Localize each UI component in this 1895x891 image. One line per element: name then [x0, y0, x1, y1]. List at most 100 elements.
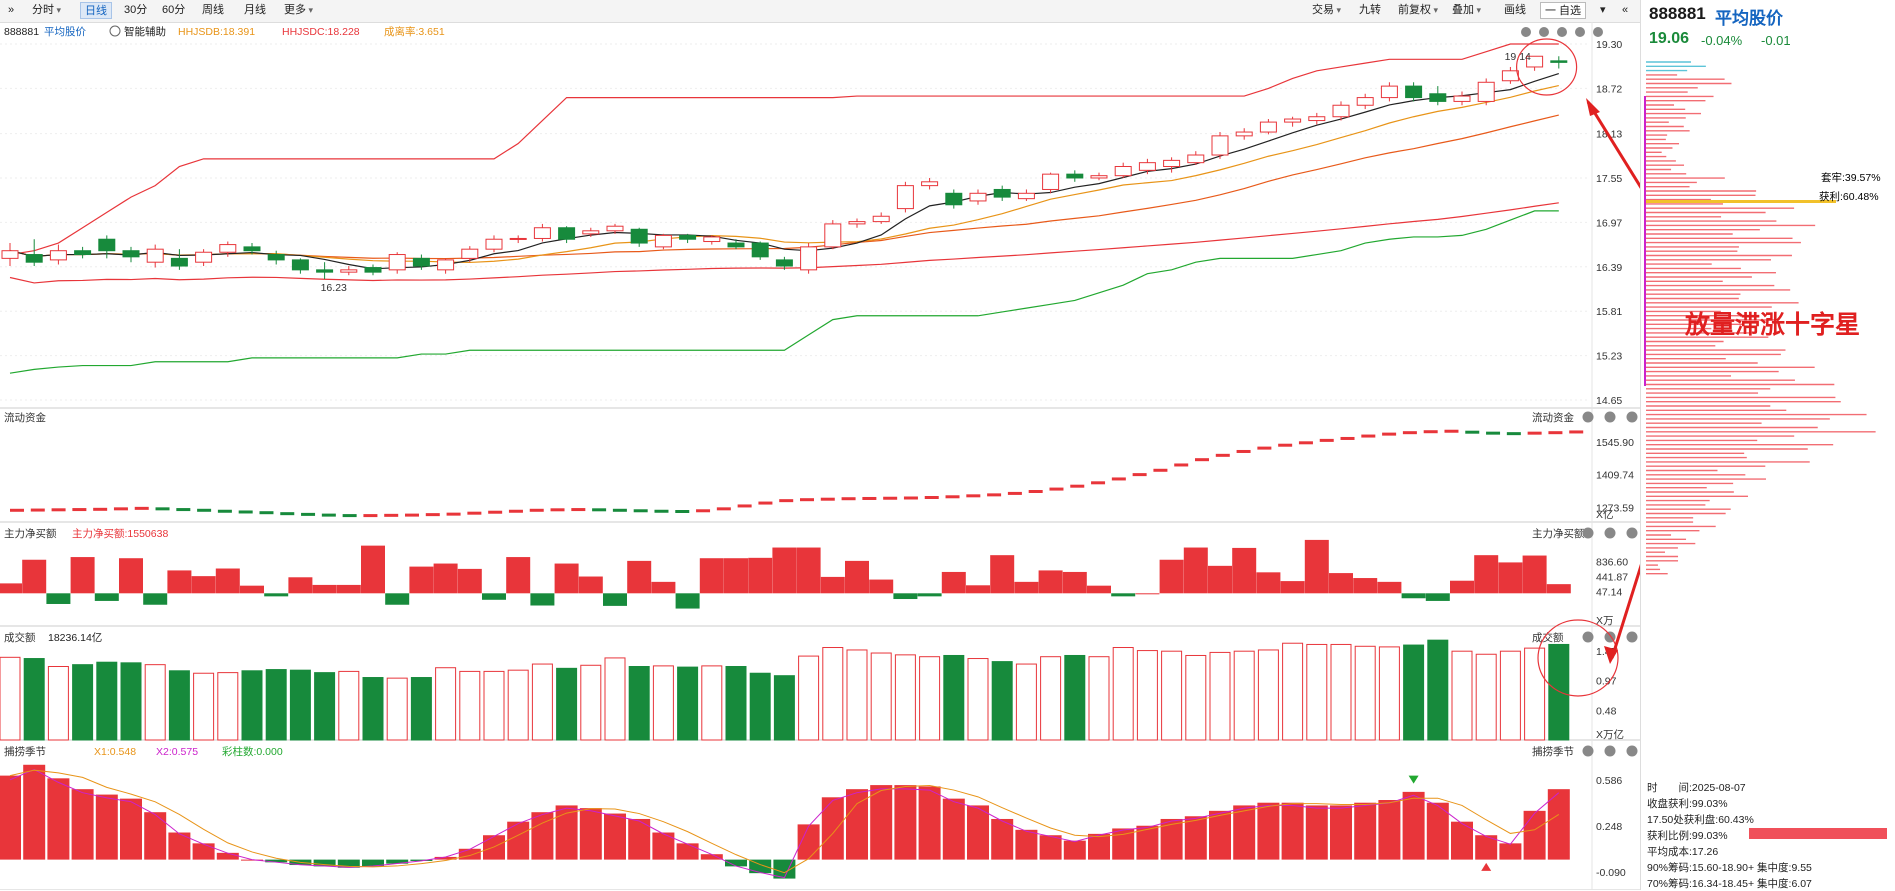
- candle-body: [945, 192, 963, 206]
- candle-body: [412, 257, 430, 267]
- candle-body: [267, 254, 285, 261]
- collapse-right-icon[interactable]: «: [1622, 4, 1629, 16]
- ma60-line: [9, 202, 1559, 284]
- period-button-6[interactable]: 更多: [280, 2, 317, 19]
- stock-name[interactable]: 平均股价: [1715, 9, 1783, 28]
- fund-y-tick: 1545.90: [1596, 437, 1634, 449]
- main-y-tick: 16.39: [1596, 262, 1622, 274]
- net-bar: [1014, 581, 1039, 594]
- season-bar: [991, 818, 1014, 860]
- volume-bar: [265, 669, 287, 741]
- candle-body: [49, 250, 67, 261]
- season-bar: [1426, 802, 1449, 860]
- volume-bar: [1185, 654, 1207, 741]
- period-button-1[interactable]: 日线: [80, 2, 112, 19]
- net-bar: [1546, 584, 1571, 594]
- candle-body: [219, 244, 237, 253]
- candle-body: [1235, 131, 1253, 137]
- watchlist-dropdown-icon[interactable]: ▾: [1600, 4, 1606, 16]
- tool-button-3[interactable]: 叠加: [1448, 2, 1485, 19]
- collapse-left-icon[interactable]: »: [8, 4, 15, 16]
- volume-bar: [967, 658, 989, 741]
- right-info-panel: 888881 平均股价 19.06 -0.04% -0.01 套牢:39.57%…: [1640, 0, 1895, 890]
- volume-bar: [846, 649, 868, 741]
- season-title-right: 捕捞季节: [1532, 745, 1574, 758]
- net-bar: [312, 584, 337, 594]
- chip-distribution: 套牢:39.57% 获利:60.48%: [1644, 61, 1881, 575]
- season-x1-label: X1:0.548: [94, 746, 136, 758]
- net-bar: [506, 557, 531, 594]
- trapped-pct-label: 套牢:39.57%: [1821, 171, 1881, 184]
- net-bar: [70, 557, 95, 594]
- candle-body: [485, 238, 503, 250]
- volume-bar: [943, 654, 965, 741]
- profit-ratio-bar: [1749, 828, 1887, 839]
- net-bar: [1280, 581, 1305, 594]
- highlight-circle-price: [1515, 38, 1578, 96]
- season-x1-line: [9, 769, 1560, 874]
- period-button-5[interactable]: 月线: [244, 4, 266, 16]
- volume-bar: [1354, 645, 1376, 741]
- main-y-tick: 19.30: [1596, 39, 1622, 51]
- season-bar: [289, 859, 312, 866]
- candle-body: [1042, 173, 1060, 190]
- candle-body: [74, 250, 92, 256]
- net-bar: [917, 593, 942, 597]
- highlight-circle-volume: [1537, 619, 1619, 697]
- period-button-0[interactable]: 分时: [28, 2, 65, 19]
- season-bar: [1354, 802, 1377, 860]
- period-button-2[interactable]: 30分: [124, 4, 148, 16]
- volume-bar: [1282, 642, 1304, 741]
- volume-bar: [1548, 643, 1570, 741]
- volume-bar: [338, 670, 360, 741]
- net-bar: [651, 581, 676, 594]
- season-bar: [967, 805, 989, 860]
- season-bar: [386, 859, 409, 864]
- candle-body: [291, 259, 309, 271]
- tool-button-4[interactable]: 画线: [1504, 4, 1526, 16]
- period-button-4[interactable]: 周线: [202, 4, 224, 16]
- season-bar: [628, 818, 651, 860]
- candle-body: [243, 246, 261, 252]
- main-y-tick: 15.81: [1596, 306, 1622, 318]
- net-help-icon: [1604, 527, 1616, 539]
- candle-body: [1187, 154, 1205, 164]
- candle-body: [679, 234, 697, 240]
- net-bar: [1401, 593, 1426, 599]
- volume-bar: [1233, 650, 1255, 741]
- net-bar: [22, 559, 47, 594]
- season-bar: [1547, 789, 1570, 860]
- net-bar: [1062, 571, 1087, 594]
- tool-button-0[interactable]: 交易: [1308, 2, 1345, 19]
- season-bar: [1378, 800, 1401, 860]
- vol-help-icon: [1604, 631, 1616, 643]
- period-button-3[interactable]: 60分: [162, 4, 186, 16]
- volume-bar: [1209, 651, 1231, 741]
- season-bar: [1209, 810, 1231, 860]
- season-x2-line: [9, 768, 1560, 879]
- season-y-tick: 0.586: [1596, 775, 1622, 787]
- volume-bar: [1136, 650, 1158, 741]
- volume-bar: [870, 652, 892, 741]
- net-bar: [845, 560, 869, 594]
- candle-body: [1163, 159, 1181, 167]
- season-bar: [362, 859, 384, 867]
- tool-button-5[interactable]: 一 自选: [1540, 2, 1587, 19]
- fund-title-right: 流动资金: [1532, 411, 1574, 424]
- season-bar: [579, 808, 602, 860]
- season-bar: [216, 852, 239, 860]
- net-bar: [409, 566, 434, 594]
- ratio-label: 成离率:3.651: [384, 25, 445, 38]
- volume-bar: [410, 677, 432, 741]
- tool-button-2[interactable]: 前复权: [1394, 2, 1442, 19]
- candle-body: [1477, 81, 1495, 102]
- net-bar: [433, 563, 458, 594]
- season-bar: [1063, 840, 1086, 860]
- candle-body: [654, 234, 672, 248]
- tool-button-1[interactable]: 九转: [1359, 4, 1381, 16]
- net-bar: [167, 570, 192, 594]
- volume-bar: [1064, 654, 1086, 741]
- high-price-label: 19.14: [1505, 51, 1531, 63]
- volume-bar: [798, 655, 820, 741]
- volume-bar: [1378, 646, 1400, 741]
